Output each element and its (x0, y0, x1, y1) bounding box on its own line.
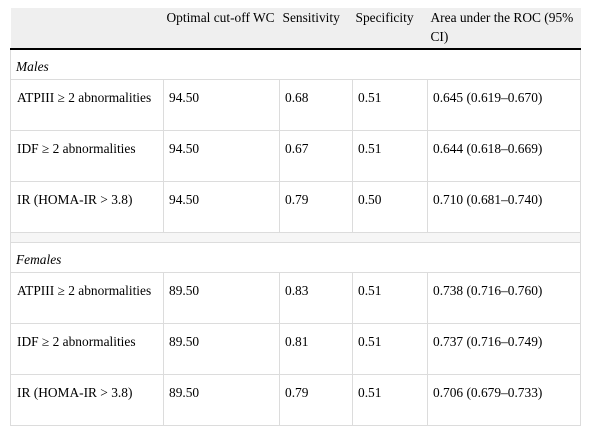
results-table-container: Optimal cut-off WC Sensitivity Specifici… (10, 8, 581, 426)
cutoff-cell: 94.50 (163, 79, 280, 131)
sensitivity-cell: 0.83 (279, 272, 353, 324)
cutoff-cell: 89.50 (163, 323, 280, 375)
sensitivity-cell: 0.81 (279, 323, 353, 375)
header-sensitivity: Sensitivity (279, 8, 353, 50)
specificity-cell: 0.51 (352, 79, 428, 131)
sensitivity-cell: 0.68 (279, 79, 353, 131)
cutoff-cell: 94.50 (163, 130, 280, 182)
spacer-cell (10, 232, 581, 243)
auc-cell: 0.737 (0.716–0.749) (427, 323, 581, 375)
specificity-cell: 0.51 (352, 323, 428, 375)
criterion-cell: IR (HOMA-IR > 3.8) (10, 374, 164, 426)
table-row: ATPIII ≥ 2 abnormalities 89.50 0.83 0.51… (10, 272, 581, 324)
table-row: IDF ≥ 2 abnormalities 94.50 0.67 0.51 0.… (10, 130, 581, 182)
table-row: ATPIII ≥ 2 abnormalities 94.50 0.68 0.51… (10, 79, 581, 131)
group-label: Males (10, 49, 581, 80)
criterion-cell: ATPIII ≥ 2 abnormalities (10, 272, 164, 324)
table-header: Optimal cut-off WC Sensitivity Specifici… (10, 8, 581, 50)
cutoff-cell: 89.50 (163, 272, 280, 324)
specificity-cell: 0.50 (352, 181, 428, 233)
criterion-cell: IDF ≥ 2 abnormalities (10, 130, 164, 182)
cutoff-cell: 89.50 (163, 374, 280, 426)
group-spacer (10, 232, 581, 243)
cutoff-cell: 94.50 (163, 181, 280, 233)
header-specificity: Specificity (352, 8, 428, 50)
header-criterion (10, 8, 164, 50)
sensitivity-cell: 0.79 (279, 374, 353, 426)
group-row-males: Males (10, 49, 581, 80)
sensitivity-cell: 0.67 (279, 130, 353, 182)
roc-results-table: Optimal cut-off WC Sensitivity Specifici… (10, 8, 581, 426)
sensitivity-cell: 0.79 (279, 181, 353, 233)
table-row: IDF ≥ 2 abnormalities 89.50 0.81 0.51 0.… (10, 323, 581, 375)
specificity-cell: 0.51 (352, 272, 428, 324)
table-body: Males ATPIII ≥ 2 abnormalities 94.50 0.6… (10, 49, 581, 426)
specificity-cell: 0.51 (352, 130, 428, 182)
table-row: IR (HOMA-IR > 3.8) 94.50 0.79 0.50 0.710… (10, 181, 581, 233)
auc-cell: 0.738 (0.716–0.760) (427, 272, 581, 324)
specificity-cell: 0.51 (352, 374, 428, 426)
criterion-cell: IDF ≥ 2 abnormalities (10, 323, 164, 375)
auc-cell: 0.706 (0.679–0.733) (427, 374, 581, 426)
table-row: IR (HOMA-IR > 3.8) 89.50 0.79 0.51 0.706… (10, 374, 581, 426)
criterion-cell: ATPIII ≥ 2 abnormalities (10, 79, 164, 131)
header-auc: Area under the ROC (95% CI) (427, 8, 581, 50)
group-row-females: Females (10, 242, 581, 273)
auc-cell: 0.645 (0.619–0.670) (427, 79, 581, 131)
criterion-cell: IR (HOMA-IR > 3.8) (10, 181, 164, 233)
header-row: Optimal cut-off WC Sensitivity Specifici… (10, 8, 581, 50)
header-cutoff: Optimal cut-off WC (163, 8, 280, 50)
auc-cell: 0.710 (0.681–0.740) (427, 181, 581, 233)
auc-cell: 0.644 (0.618–0.669) (427, 130, 581, 182)
group-label: Females (10, 242, 581, 273)
